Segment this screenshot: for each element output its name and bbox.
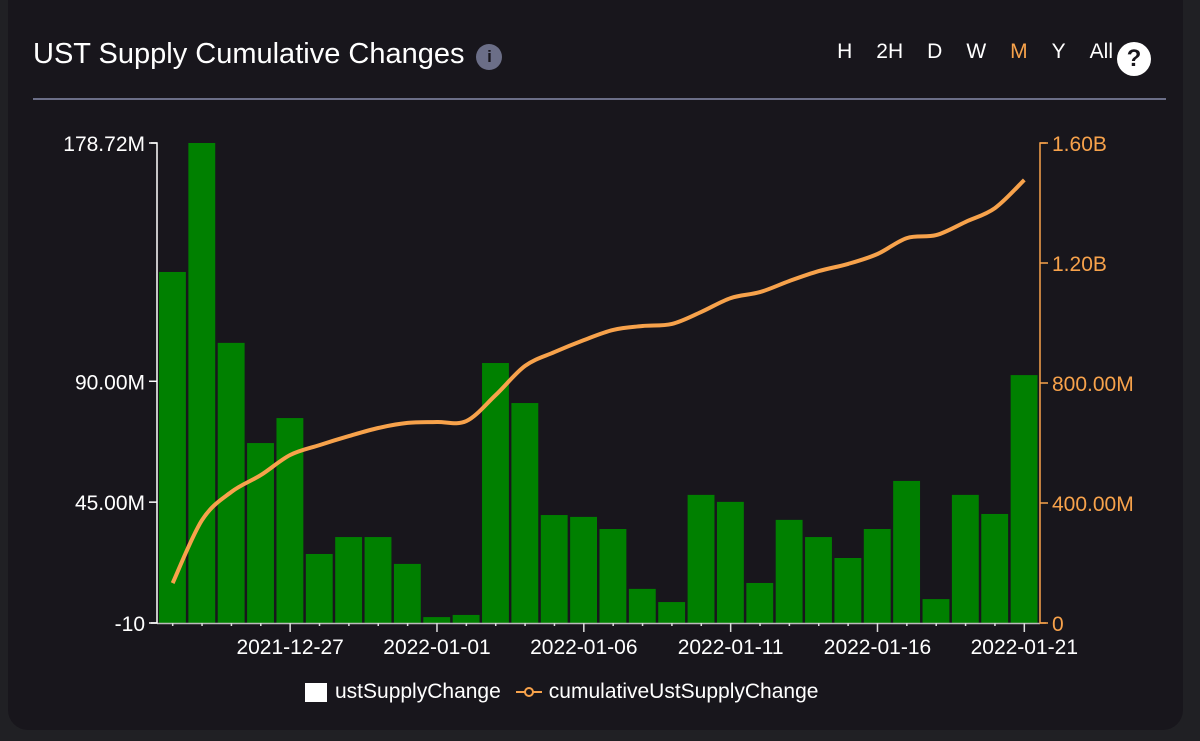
bar-2022-01-17[interactable]: [893, 480, 921, 623]
bar-2022-01-10[interactable]: [687, 494, 715, 623]
bar-2021-12-25[interactable]: [217, 342, 245, 623]
left-tick-label: -10: [115, 613, 145, 636]
legend-item-bar[interactable]: ustSupplyChange: [305, 680, 501, 704]
range-h[interactable]: H: [837, 40, 853, 63]
bar-2022-01-08[interactable]: [628, 588, 656, 623]
range-w[interactable]: W: [966, 40, 987, 63]
bar-2022-01-04[interactable]: [511, 403, 539, 623]
line-marker-icon: [515, 687, 542, 697]
bar-2022-01-15[interactable]: [834, 558, 862, 623]
help-icon[interactable]: ?: [1117, 42, 1151, 76]
right-tick-label: 1.20B: [1052, 253, 1107, 276]
bar-2022-01-20[interactable]: [981, 513, 1009, 623]
x-tick-label: 2022-01-21: [971, 636, 1078, 659]
bar-2022-01-09[interactable]: [658, 602, 686, 623]
bar-2022-01-14[interactable]: [805, 537, 832, 623]
legend-item-line[interactable]: cumulativeUstSupplyChange: [515, 680, 819, 704]
info-icon[interactable]: i: [476, 43, 503, 70]
bar-2021-12-31[interactable]: [393, 563, 421, 623]
range-m[interactable]: M: [1010, 40, 1028, 63]
bar-2022-01-11[interactable]: [716, 501, 744, 623]
cumulative-line[interactable]: [170, 178, 1026, 584]
bar-2022-01-13[interactable]: [775, 519, 803, 623]
range-all[interactable]: All: [1089, 40, 1113, 63]
chart-title: UST Supply Cumulative Changes: [33, 38, 465, 70]
chart-title-row: UST Supply Cumulative Changes i: [33, 38, 503, 71]
bar-2021-12-30[interactable]: [364, 537, 392, 623]
bar-2022-01-12[interactable]: [746, 582, 774, 623]
legend-line-label: cumulativeUstSupplyChange: [548, 680, 819, 703]
left-tick-label: 45.00M: [75, 492, 145, 515]
x-tick-label: 2021-12-27: [236, 636, 343, 659]
bar-2022-01-06[interactable]: [570, 516, 597, 623]
bar-2022-01-21[interactable]: [1010, 375, 1038, 623]
right-tick-label: 1.60B: [1052, 133, 1107, 156]
right-tick-label: 0: [1052, 613, 1064, 636]
left-axis: [151, 142, 158, 624]
header-divider: [33, 98, 1166, 100]
right-tick-label: 400.00M: [1052, 493, 1134, 516]
right-tick-label: 800.00M: [1052, 373, 1134, 396]
bar-2021-12-24[interactable]: [188, 143, 216, 623]
bar-2021-12-27[interactable]: [276, 418, 304, 623]
left-tick-label: 90.00M: [75, 371, 145, 394]
bar-2022-01-18[interactable]: [922, 599, 950, 623]
bar-2022-01-02[interactable]: [452, 614, 480, 623]
bar-2021-12-29[interactable]: [335, 537, 363, 623]
x-tick-label: 2022-01-11: [678, 636, 784, 659]
legend-bar-label: ustSupplyChange: [335, 680, 501, 703]
bar-2022-01-01[interactable]: [423, 617, 451, 623]
left-tick-label: 178.72M: [63, 133, 145, 156]
x-tick-label: 2022-01-06: [530, 636, 637, 659]
x-tick-label: 2022-01-01: [383, 636, 490, 659]
bar-2022-01-07[interactable]: [599, 528, 627, 623]
bar-2022-01-05[interactable]: [540, 515, 568, 623]
range-d[interactable]: D: [927, 40, 943, 63]
chart-legend: ustSupplyChange cumulativeUstSupplyChang…: [305, 680, 832, 704]
time-range-selector: H 2H D W M Y All: [825, 40, 1125, 64]
x-tick-label: 2022-01-16: [824, 636, 931, 659]
bar-2022-01-19[interactable]: [951, 494, 979, 623]
bar-2022-01-16[interactable]: [863, 528, 891, 623]
range-y[interactable]: Y: [1051, 40, 1066, 63]
bar-swatch-icon: [305, 682, 327, 702]
range-2h[interactable]: 2H: [876, 40, 904, 63]
bar-2021-12-28[interactable]: [305, 553, 333, 623]
bar-2021-12-23[interactable]: [159, 271, 186, 623]
